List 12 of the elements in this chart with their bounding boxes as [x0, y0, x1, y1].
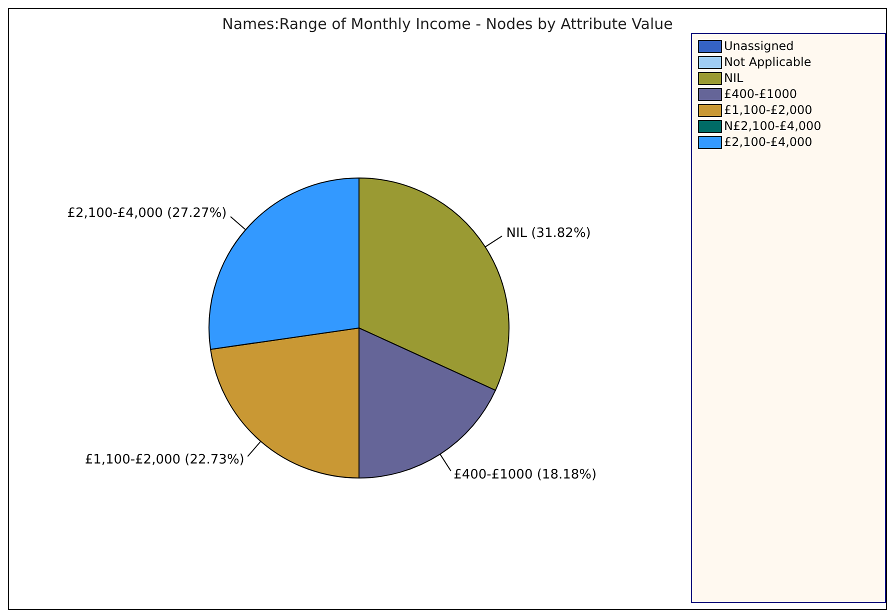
- chart-title: Names:Range of Monthly Income - Nodes by Attribute Value: [221, 14, 674, 33]
- legend-label: £2,100-£4,000: [724, 135, 812, 149]
- legend-label: Unassigned: [724, 39, 794, 53]
- legend-label: N£2,100-£4,000: [724, 119, 822, 133]
- legend-label: Not Applicable: [724, 55, 812, 69]
- legend-label: NIL: [724, 71, 744, 85]
- data-label: £2,100-£4,000 (27.27%): [67, 206, 227, 221]
- data-label: NIL (31.82%): [506, 226, 591, 241]
- data-label: £1,100-£2,000 (22.73%): [84, 452, 244, 468]
- data-label: £400-£1000 (18.18%): [454, 468, 597, 483]
- legend-label: £400-£1000: [724, 87, 798, 101]
- legend-label: £1,100-£2,000: [724, 103, 812, 117]
